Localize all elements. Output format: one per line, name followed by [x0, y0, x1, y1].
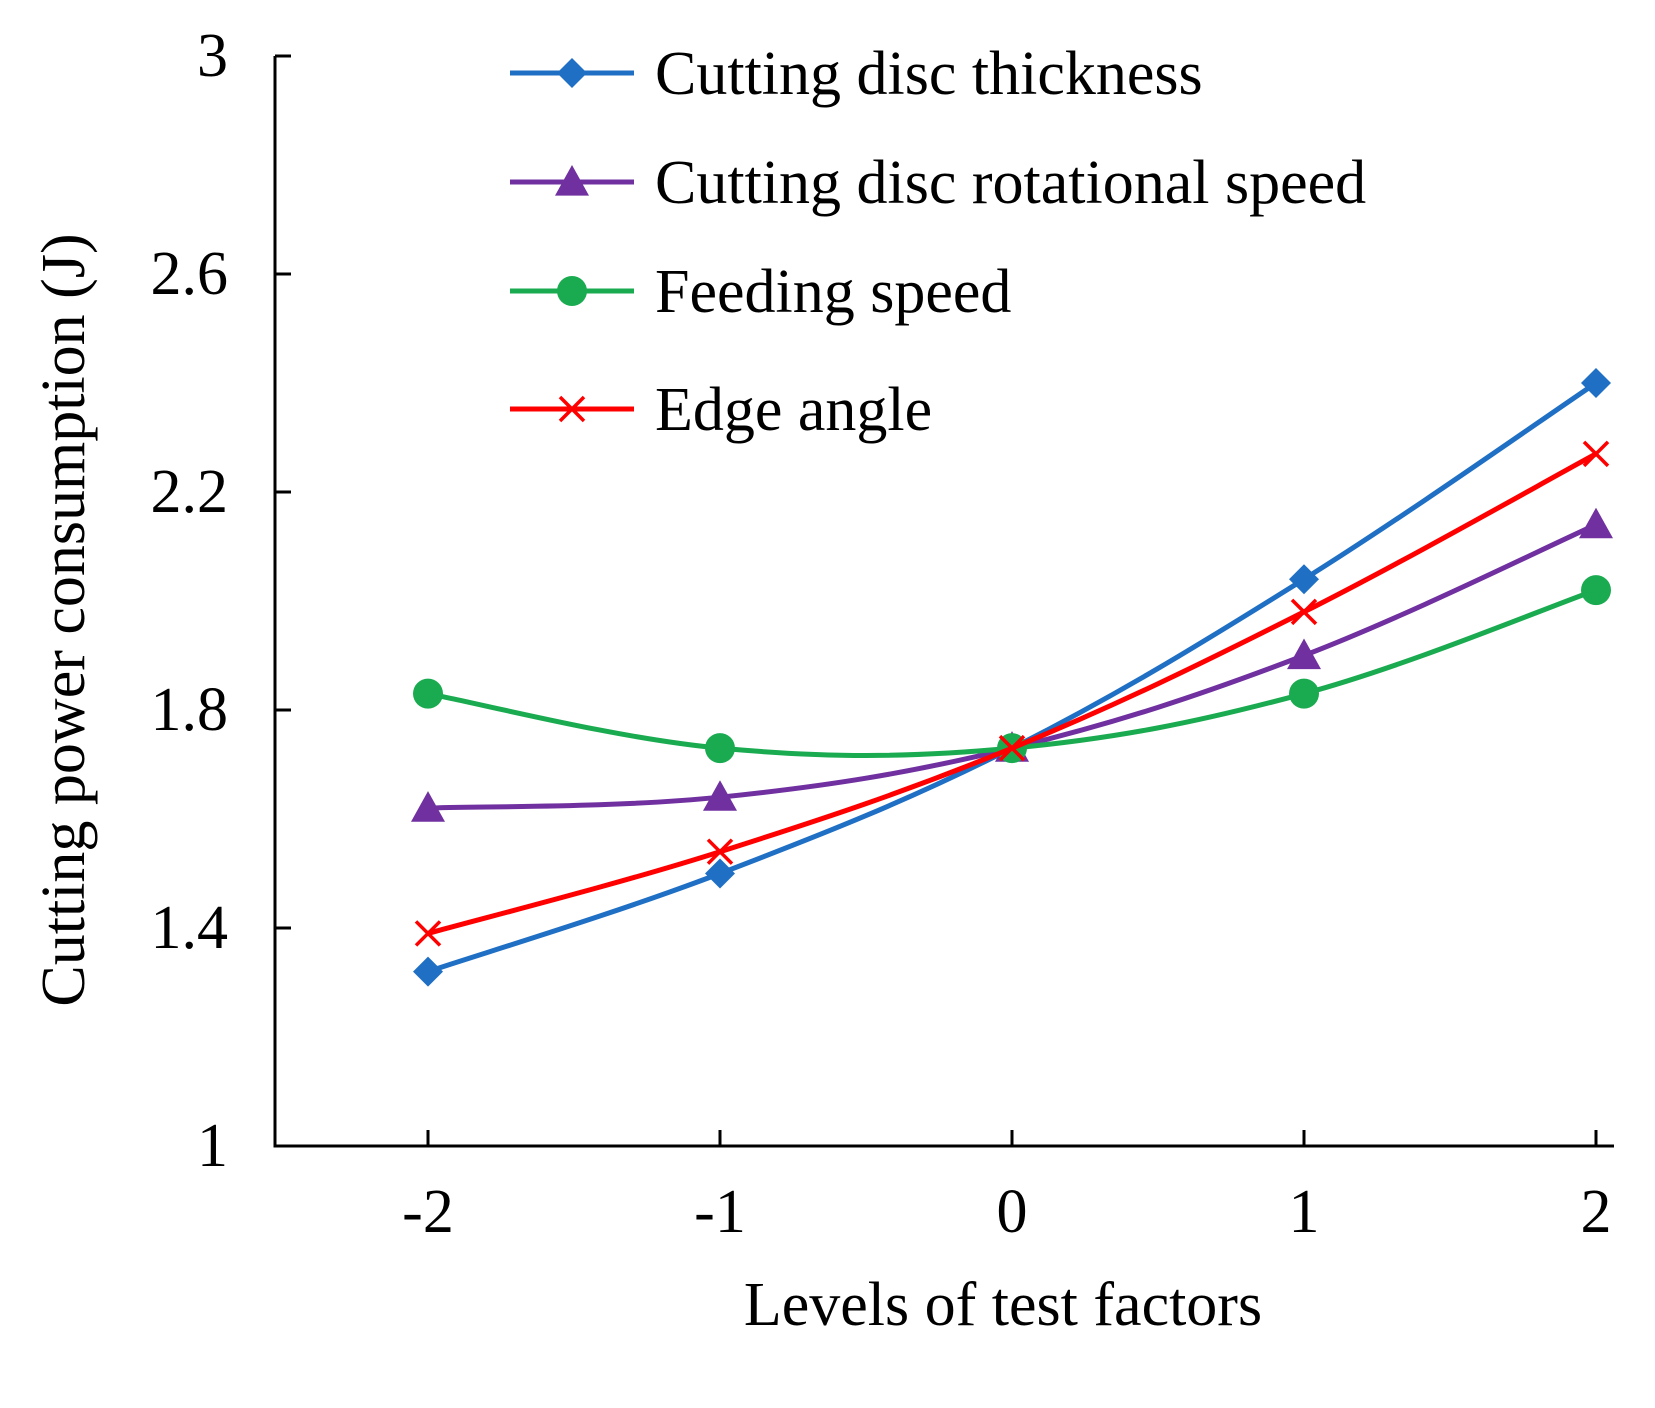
- series-4: [414, 440, 1610, 947]
- data-point: [1287, 638, 1321, 670]
- x-tick-label: 2: [1581, 1178, 1612, 1246]
- legend: Cutting disc thickness Cutting disc rotat…: [510, 40, 1366, 444]
- data-point: [411, 791, 445, 822]
- series-line: [425, 522, 1599, 811]
- axes: [273, 56, 1614, 1148]
- data-point: [413, 956, 443, 987]
- series-line: [425, 587, 1599, 759]
- legend-item: Cutting disc thickness: [510, 40, 1203, 108]
- y-tick-label: 1.8: [151, 676, 229, 744]
- data-point: [414, 920, 442, 947]
- x-tick-label: 1: [1289, 1178, 1320, 1246]
- legend-item: Feeding speed: [510, 258, 1011, 326]
- data-point: [1579, 507, 1613, 539]
- series-1: [413, 368, 1611, 987]
- y-tick-label: 2.6: [151, 240, 229, 308]
- y-tick-label: 3: [197, 22, 228, 90]
- data-point: [706, 838, 734, 865]
- data-point: [705, 733, 735, 764]
- data-point: [703, 780, 737, 811]
- legend-item: Edge angle: [510, 376, 932, 444]
- series-line: [425, 380, 1599, 975]
- y-tick-label: 1.4: [151, 894, 229, 962]
- legend-label: Cutting disc thickness: [655, 40, 1203, 108]
- series-line: [425, 451, 1599, 936]
- data-point: [413, 678, 443, 709]
- x-tick-label: 0: [997, 1178, 1028, 1246]
- legend-marker: [558, 395, 586, 423]
- y-ticks: 1 1.4 1.8 2.2 2.6 3: [151, 22, 291, 1180]
- x-ticks: -2 -1 0 1 2: [402, 1130, 1612, 1246]
- data-point: [998, 734, 1026, 762]
- data-point: [705, 858, 735, 889]
- data-point: [1289, 678, 1319, 709]
- x-tick-label: -2: [402, 1178, 454, 1246]
- legend-label: Cutting disc rotational speed: [655, 149, 1366, 217]
- y-tick-label: 2.2: [151, 458, 229, 526]
- legend-marker: [557, 276, 587, 306]
- y-axis-title: Cutting power consumption (J): [30, 233, 98, 1006]
- legend-item: Cutting disc rotational speed: [510, 149, 1366, 217]
- y-tick-label: 1: [197, 1112, 228, 1180]
- legend-label: Edge angle: [655, 376, 932, 444]
- legend-marker: [557, 58, 587, 88]
- x-axis-title: Levels of test factors: [744, 1271, 1262, 1339]
- data-point: [1581, 575, 1611, 606]
- legend-marker: [555, 165, 589, 196]
- legend-label: Feeding speed: [655, 258, 1011, 326]
- data-point: [1290, 598, 1318, 626]
- series-layer: [411, 368, 1613, 987]
- x-tick-label: -1: [694, 1178, 746, 1246]
- series-2: [411, 507, 1613, 822]
- data-point: [1581, 368, 1611, 398]
- data-point: [1582, 440, 1610, 468]
- data-point: [1289, 564, 1319, 595]
